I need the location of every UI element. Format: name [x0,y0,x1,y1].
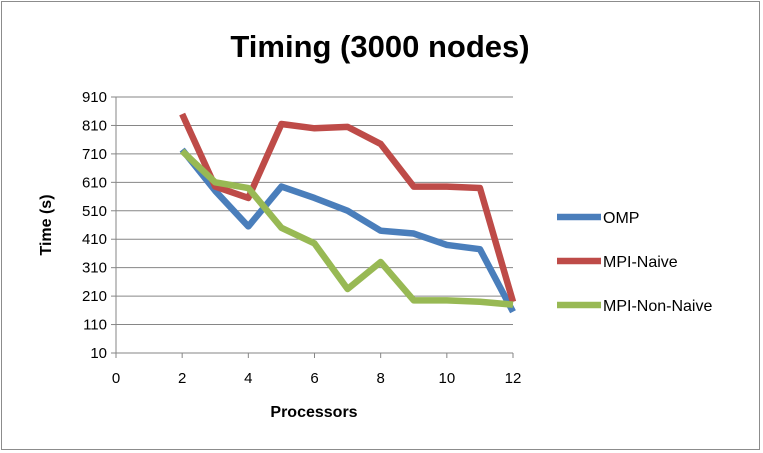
x-tick-label: 2 [178,370,186,387]
legend: OMP MPI-Naive MPI-Non-Naive [557,210,712,315]
y-tick-label: 10 [90,345,107,362]
y-tick-label: 110 [83,317,107,334]
x-tick-label: 4 [244,370,252,387]
x-tick-label: 10 [438,370,455,387]
y-axis-title: Time (s) [38,194,55,255]
series-lines [179,112,517,314]
y-tick-label: 410 [82,231,107,248]
series-line-mpi-naive [179,112,517,303]
y-tick-label: 510 [82,203,107,220]
y-tick-label: 710 [82,146,107,163]
y-tick-label: 210 [82,288,107,305]
y-tick-label: 610 [82,174,107,191]
legend-label-mpi-naive: MPI-Naive [603,254,678,271]
legend-label-mpi-non-naive: MPI-Non-Naive [603,298,712,315]
chart-title: Timing (3000 nodes) [230,29,529,64]
gridlines [116,96,513,326]
legend-label-omp: OMP [603,210,639,227]
x-axis-title: Processors [270,404,357,421]
x-tick-labels: 0 2 4 6 8 10 12 [112,353,522,387]
y-tick-label: 310 [82,260,107,277]
x-tick-label: 0 [112,370,120,387]
series-line-omp [179,147,516,314]
y-tick-labels: 10 110 210 310 410 510 610 710 810 910 [82,89,116,362]
y-tick-label: 910 [82,89,107,106]
y-tick-label: 810 [82,117,107,134]
axes [115,97,513,354]
series-line-mpi-non-naive [179,148,514,308]
x-tick-label: 12 [505,370,522,387]
x-tick-label: 6 [310,370,318,387]
x-tick-label: 8 [376,370,384,387]
